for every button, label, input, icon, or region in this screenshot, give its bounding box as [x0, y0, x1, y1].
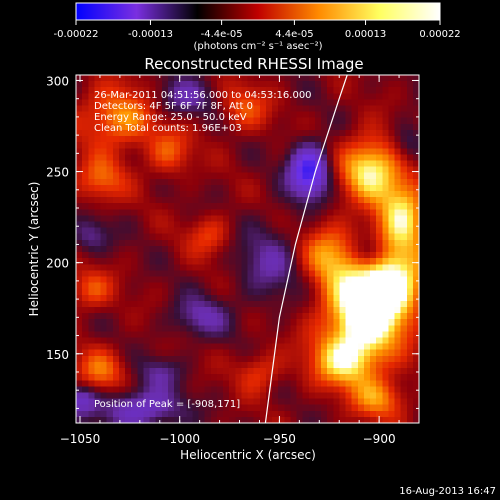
y-tick-labels: 150 200 250 300 — [46, 74, 69, 361]
colorbar: -0.00022 -0.00013 -4.4e-05 4.4e-05 0.00013 0.… — [54, 2, 461, 52]
x-axis-label: Heliocentric X (arcsec) — [180, 448, 316, 462]
x-tick-labels: −1050 −1000 −950 −900 — [60, 432, 396, 446]
colorbar-tick-label: -4.4e-05 — [201, 29, 243, 40]
colorbar-strip — [75, 2, 441, 21]
annotation-line: Detectors: 4F 5F 6F 7F 8F, Att 0 — [94, 101, 253, 112]
plot-area: 26-Mar-2011 04:51:56.000 to 04:53:16.000… — [75, 74, 420, 424]
colorbar-tick-label: 0.00022 — [419, 29, 460, 40]
y-axis-label: Heliocentric Y (arcsec) — [27, 182, 41, 317]
x-tick-label: −1050 — [60, 432, 101, 446]
plot-frame — [75, 74, 420, 424]
colorbar-tick-label: 0.00013 — [345, 29, 386, 40]
x-tick-label: −1000 — [159, 432, 200, 446]
x-tick-label: −900 — [363, 432, 396, 446]
axis-ticks — [76, 75, 420, 423]
solar-limb-line — [264, 74, 348, 424]
heatmap-image — [76, 75, 419, 423]
colorbar-tick-label: -0.00022 — [54, 29, 99, 40]
colorbar-tick-label: -0.00013 — [128, 29, 173, 40]
colorbar-unit-label: (photons cm⁻² s⁻¹ asec⁻²) — [193, 41, 322, 52]
x-tick-label: −950 — [263, 432, 296, 446]
annotation-line: Clean Total counts: 1.96E+03 — [94, 123, 242, 134]
timestamp: 16-Aug-2013 16:47 — [399, 486, 496, 497]
y-tick-label: 150 — [46, 348, 69, 362]
annotation-block: 26-Mar-2011 04:51:56.000 to 04:53:16.000… — [94, 90, 312, 134]
colorbar-ticks — [75, 20, 441, 25]
peak-position-label: Position of Peak = [-908,171] — [94, 399, 240, 410]
annotation-line: Energy Range: 25.0 - 50.0 keV — [94, 112, 247, 123]
colorbar-tick-label: 4.4e-05 — [275, 29, 313, 40]
y-tick-label: 250 — [46, 166, 69, 180]
y-tick-label: 200 — [46, 257, 69, 271]
annotation-line: 26-Mar-2011 04:51:56.000 to 04:53:16.000 — [94, 90, 312, 101]
chart-title: Reconstructed RHESSI Image — [144, 55, 363, 73]
colorbar-tick-labels: -0.00022 -0.00013 -4.4e-05 4.4e-05 0.00013 0.… — [54, 29, 461, 40]
y-tick-label: 300 — [46, 74, 69, 88]
